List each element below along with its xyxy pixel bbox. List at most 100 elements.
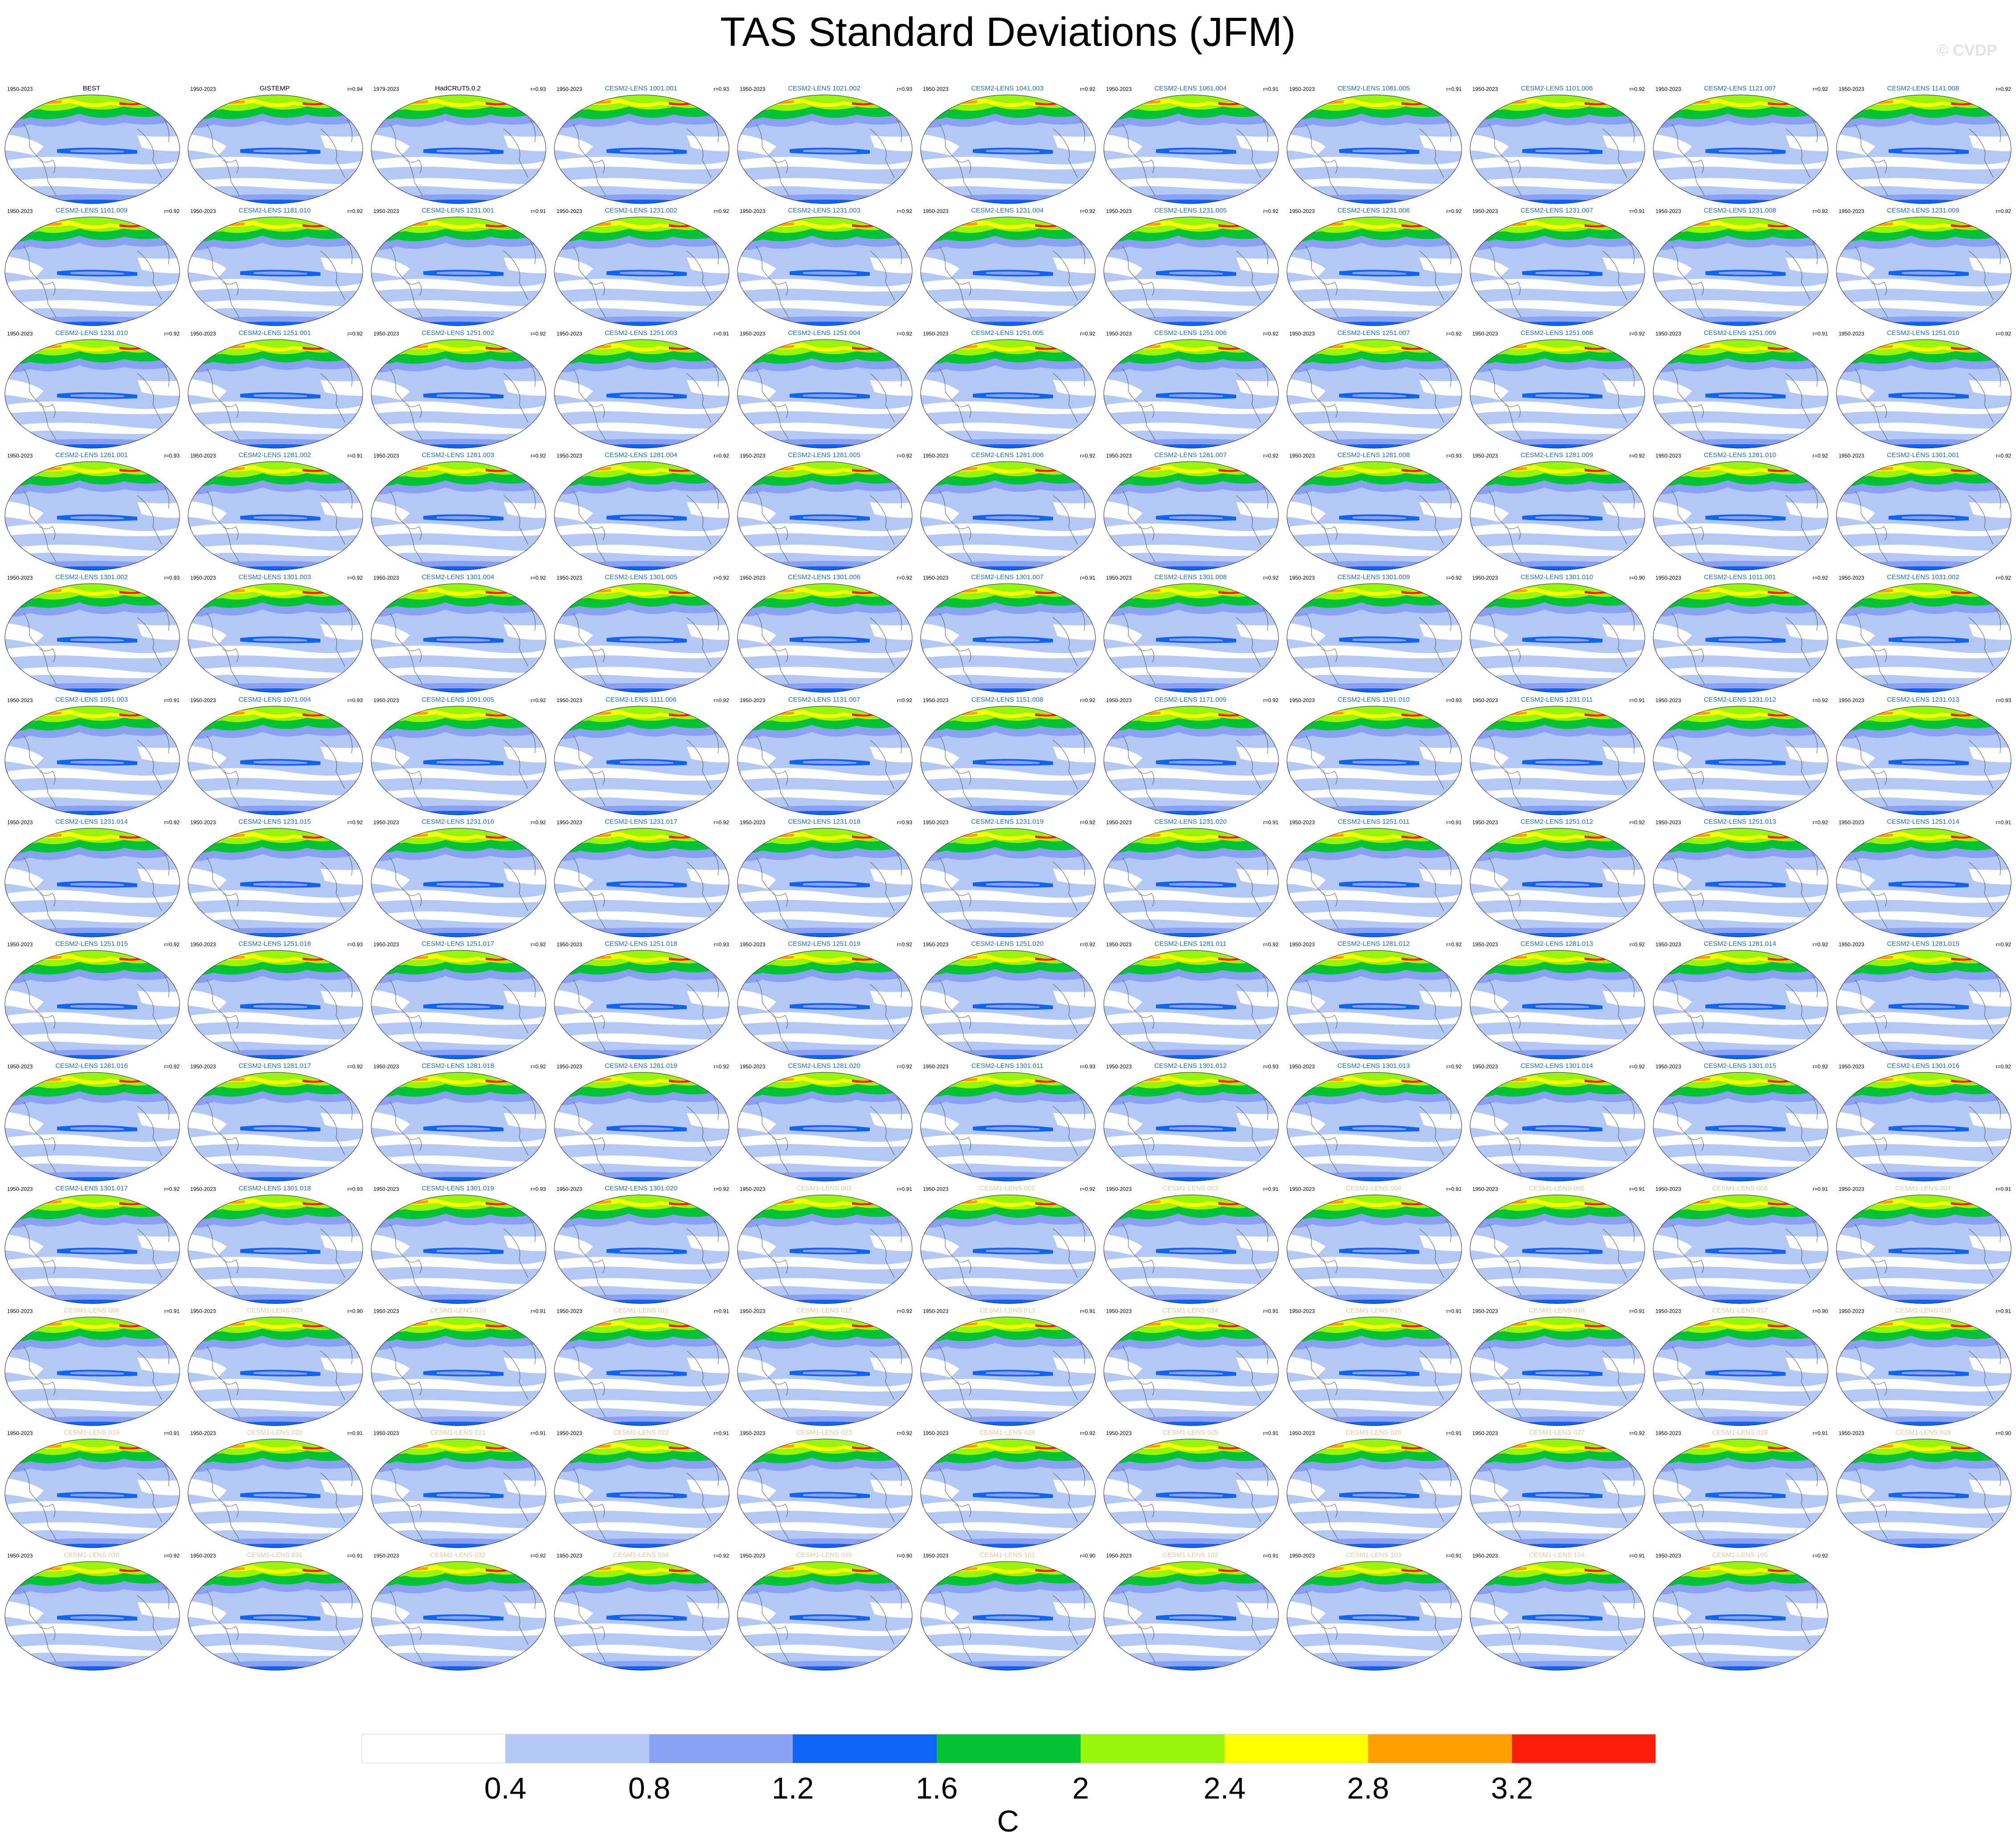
coastlines [23,1586,169,1663]
panel-dataset-name: CESM2-LENS 1281.013 [1520,940,1593,948]
tas-stddev-field [188,1439,363,1548]
tas-stddev-field [738,1072,912,1181]
global-map [188,94,363,204]
panel-pattern-correlation: r=0.91 [1629,208,1645,214]
panel-pattern-correlation: r=0.92 [530,331,546,337]
panel-pattern-correlation: r=0.92 [1629,1063,1645,1070]
map-panel: 1950-2023 CESM2-LENS 1231.019 r=0.92 [916,818,1099,940]
global-map [188,339,363,449]
coastlines [206,1464,352,1540]
coastlines [1488,1341,1635,1418]
global-map [737,583,913,693]
panel-pattern-correlation: r=0.91 [1446,1430,1462,1436]
panel-pattern-correlation: r=0.92 [1080,86,1095,92]
panel-period: 1950-2023 [7,1186,33,1192]
panel-period: 1950-2023 [557,453,582,459]
coastlines [1855,1219,2001,1296]
colorbar-segment [1081,1734,1225,1763]
map-panel: 1950-2023 CESM2-LENS 1301.010 r=0.90 [1465,573,1648,695]
panel-pattern-correlation: r=0.92 [1080,453,1095,459]
panel-pattern-correlation: r=0.92 [164,941,180,948]
map-panel: 1950-2023 GISTEMP r=0.94 [183,85,366,206]
coastlines [939,241,1085,318]
panel-pattern-correlation: r=0.92 [1812,941,1828,948]
tas-stddev-field [1104,1439,1278,1548]
panel-dataset-name: CESM1-LENS 013 [979,1307,1036,1314]
panel-dataset-name: CESM2-LENS 1031.002 [1887,573,1959,581]
coastlines [573,119,719,196]
map-panel: 1950-2023 CESM2-LENS 1251.018 r=0.93 [549,940,733,1062]
map-panel: 1950-2023 CESM2-LENS 1251.001 r=0.92 [183,329,366,451]
coastlines [939,119,1085,196]
map-panel: 1950-2023 CESM1-LENS 023 r=0.92 [733,1429,916,1550]
coastlines [23,731,169,807]
coastlines [1305,1586,1451,1663]
panel-pattern-correlation: r=0.91 [1446,1308,1462,1314]
panel-dataset-name: CESM2-LENS 1251.006 [1154,329,1227,337]
tas-stddev-field [921,1317,1095,1426]
global-map [554,706,729,815]
tas-stddev-field [5,1562,180,1670]
panel-pattern-correlation: r=0.92 [1629,1430,1645,1436]
map-panel: 1950-2023 CESM2-LENS 1281.011 r=0.92 [1099,940,1282,1062]
panel-period: 1950-2023 [923,819,949,826]
panel-dataset-name: CESM2-LENS 1141.008 [1887,85,1959,92]
panel-period: 1950-2023 [557,208,582,214]
panel-pattern-correlation: r=0.92 [530,453,546,459]
tas-stddev-field [1287,950,1462,1059]
panel-period: 1950-2023 [1289,697,1315,703]
map-panel: 1950-2023 CESM1-LENS 003 r=0.91 [1099,1185,1282,1306]
map-panel: 1950-2023 CESM1-LENS 024 r=0.92 [916,1429,1099,1550]
map-panel: 1950-2023 CESM1-LENS 014 r=0.91 [1099,1307,1282,1428]
tas-stddev-field [554,1072,729,1181]
panel-dataset-name: CESM2-LENS 1231.013 [1887,696,1959,703]
panel-dataset-name: CESM2-LENS 1011.001 [1704,573,1776,581]
coastlines [1305,364,1451,441]
map-panel: 1950-2023 CESM2-LENS 1111.006 r=0.92 [549,696,733,818]
panel-period: 1950-2023 [740,1308,766,1314]
panel-pattern-correlation: r=0.92 [347,331,363,337]
map-panel: 1950-2023 CESM2-LENS 1281.002 r=0.91 [183,451,366,573]
panel-pattern-correlation: r=0.91 [1263,1430,1278,1436]
map-panel: 1950-2023 CESM2-LENS 1301.001 r=0.92 [1832,451,2015,573]
coastlines [939,486,1085,563]
coastlines [756,975,902,1051]
map-panel: 1950-2023 CESM1-LENS 029 r=0.90 [1832,1429,2015,1550]
map-panel: 1950-2023 CESM2-LENS 1301.012 r=0.93 [1099,1062,1282,1184]
map-panel: 1950-2023 CESM2-LENS 1231.014 r=0.92 [0,818,183,940]
coastlines [1855,731,2001,807]
panel-period: 1950-2023 [7,1430,33,1436]
global-map [554,950,729,1059]
panel-dataset-name: CESM1-LENS 022 [613,1429,669,1436]
panel-pattern-correlation: r=0.92 [1446,575,1462,581]
panel-pattern-correlation: r=0.91 [1996,1186,2011,1192]
global-map [1103,583,1279,693]
panel-pattern-correlation: r=0.90 [1996,1430,2011,1436]
panel-dataset-name: HadCRUT5.0.2 [435,85,481,92]
global-map [1470,583,1645,693]
panel-period: 1950-2023 [1106,941,1132,948]
map-panel: 1950-2023 CESM2-LENS 1051.003 r=0.91 [0,696,183,818]
panel-period: 1950-2023 [190,1186,216,1192]
map-panel: 1950-2023 CESM2-LENS 1251.005 r=0.92 [916,329,1099,451]
tas-stddev-field [1470,1317,1645,1426]
panel-dataset-name: CESM2-LENS 1301.016 [1887,1062,1959,1070]
panel-dataset-name: CESM1-LENS 023 [796,1429,852,1436]
tas-stddev-field [1287,217,1462,326]
global-map [1653,1561,1828,1671]
coastlines [573,364,719,441]
coastlines [756,608,902,685]
global-map [371,706,546,815]
map-panel: 1950-2023 CESM1-LENS 012 r=0.92 [733,1307,916,1428]
tas-stddev-field [1653,1195,1828,1304]
panel-pattern-correlation: r=0.92 [1263,941,1278,948]
map-panel: 1950-2023 CESM2-LENS 1301.005 r=0.92 [549,573,733,695]
coastlines [389,119,536,196]
panel-pattern-correlation: r=0.92 [164,819,180,826]
map-panel: 1950-2023 CESM2-LENS 1131.007 r=0.92 [733,696,916,818]
map-panel: 1950-2023 CESM2-LENS 1251.012 r=0.92 [1465,818,1648,940]
panel-pattern-correlation: r=0.91 [713,331,729,337]
panel-period: 1950-2023 [190,1308,216,1314]
panel-period: 1950-2023 [923,1430,949,1436]
tas-stddev-field [921,584,1095,692]
